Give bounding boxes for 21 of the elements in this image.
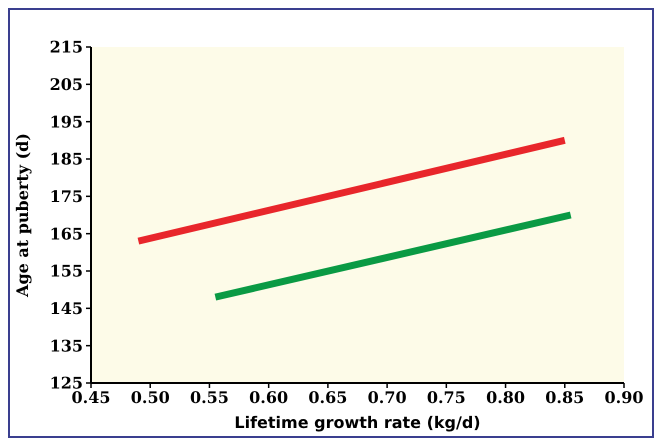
y-tick-label: 195 (50, 112, 83, 132)
x-tick-label: 0.85 (545, 388, 584, 407)
x-tick-label: 0.70 (368, 388, 407, 407)
x-axis-title: Lifetime growth rate (kg/d) (234, 413, 481, 432)
x-tick-label: 0.80 (486, 388, 526, 407)
x-tick-label: 0.90 (604, 388, 644, 407)
x-tick-label: 0.55 (190, 388, 229, 407)
y-tick-label: 215 (50, 38, 83, 57)
y-tick-label: 155 (50, 262, 83, 281)
y-tick-label: 175 (50, 186, 83, 206)
x-tick-label: 0.65 (308, 388, 348, 407)
y-tick-label: 145 (50, 298, 83, 318)
y-tick-label: 165 (50, 224, 83, 244)
y-tick-label: 185 (50, 150, 83, 169)
y-axis-title: Age at puberty (d) (13, 133, 32, 298)
x-tick-label: 0.60 (249, 388, 288, 407)
y-tick-label: 205 (50, 74, 83, 94)
x-tick-label: 0.50 (130, 388, 170, 407)
y-tick-label: 135 (50, 336, 83, 356)
x-tick-label: 0.75 (426, 388, 466, 407)
x-tick-label: 0.45 (72, 388, 110, 407)
